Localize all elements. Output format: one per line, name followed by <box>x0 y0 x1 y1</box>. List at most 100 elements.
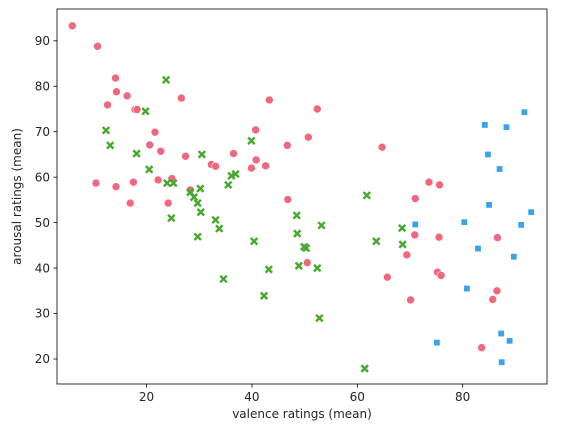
y-tick-label: 70 <box>35 125 50 139</box>
data-point-square <box>481 121 489 129</box>
data-point-square <box>496 165 504 173</box>
data-point-circle <box>436 271 446 280</box>
data-point-square <box>463 285 471 293</box>
data-point-x <box>197 150 207 159</box>
data-point-square <box>433 339 441 347</box>
data-point-square <box>497 330 505 338</box>
data-point-x <box>193 232 202 241</box>
data-point-circle <box>129 177 138 187</box>
data-point-x <box>259 291 269 300</box>
plot-frame <box>56 8 548 385</box>
data-point-x <box>141 107 150 116</box>
x-tick-label: 60 <box>350 390 365 404</box>
data-point-x <box>231 169 240 179</box>
data-point-circle <box>402 250 412 260</box>
data-points <box>67 21 535 373</box>
data-point-x <box>362 191 371 200</box>
data-point-circle <box>153 175 163 185</box>
data-point-circle <box>410 230 420 240</box>
data-point-circle <box>265 95 274 105</box>
data-point-square <box>474 245 482 253</box>
data-point-x <box>292 211 301 220</box>
data-point-x <box>294 261 303 270</box>
data-point-circle <box>488 295 498 304</box>
data-point-square <box>485 201 493 209</box>
data-point-square <box>502 123 510 131</box>
data-point-circle <box>145 140 155 150</box>
data-point-x <box>219 274 228 284</box>
data-point-circle <box>122 91 132 101</box>
data-point-circle <box>177 93 186 103</box>
data-point-square <box>460 218 468 226</box>
y-tick-label: 40 <box>35 261 50 275</box>
data-point-circle <box>111 73 120 83</box>
y-tick-label: 80 <box>35 79 50 93</box>
data-point-circle <box>406 295 415 305</box>
data-point-x <box>211 215 220 225</box>
data-point-x <box>196 184 205 193</box>
data-point-x <box>302 243 311 253</box>
data-point-x <box>398 240 407 249</box>
data-point-square <box>527 208 535 216</box>
data-point-square <box>484 150 492 158</box>
data-point-x <box>317 221 326 230</box>
data-point-x <box>397 223 407 233</box>
data-point-circle <box>181 151 190 161</box>
data-point-square <box>506 337 514 345</box>
data-point-circle <box>186 185 195 195</box>
data-point-circle <box>302 258 312 267</box>
data-point-x <box>189 193 199 202</box>
data-point-circle <box>377 142 387 152</box>
data-point-x <box>264 265 273 274</box>
data-point-circle <box>477 343 486 352</box>
y-tick-label: 20 <box>35 352 50 366</box>
data-point-circle <box>156 146 166 156</box>
data-point-x <box>360 364 369 373</box>
data-point-circle <box>67 21 77 31</box>
data-point-circle <box>251 125 260 135</box>
data-point-x <box>249 237 259 246</box>
y-tick-label: 60 <box>35 170 50 184</box>
data-point-circle <box>493 233 502 242</box>
data-point-square <box>517 221 525 229</box>
data-point-circle <box>282 141 292 150</box>
data-point-circle <box>435 180 444 190</box>
data-point-square <box>411 220 419 228</box>
data-point-x <box>162 178 172 188</box>
data-point-x <box>293 229 302 238</box>
data-point-circle <box>434 232 444 242</box>
data-point-circle <box>261 161 270 171</box>
data-point-x <box>101 126 111 135</box>
data-point-circle <box>492 286 502 296</box>
data-point-x <box>106 141 115 150</box>
data-point-circle <box>163 198 173 208</box>
y-axis-ticks: 20 30 40 50 60 70 80 90 <box>35 34 57 366</box>
data-point-x <box>247 136 256 145</box>
x-axis-ticks: 20 40 60 80 <box>139 384 470 404</box>
data-point-circle <box>103 100 112 110</box>
data-point-x <box>313 263 322 273</box>
data-point-circle <box>111 182 121 192</box>
data-point-x <box>167 213 176 223</box>
y-tick-label: 50 <box>35 216 50 230</box>
data-point-circle <box>112 87 121 97</box>
data-point-square <box>520 108 528 116</box>
data-point-x <box>215 224 224 233</box>
data-point-circle <box>424 177 434 187</box>
y-axis-label: arousal ratings (mean) <box>10 128 24 265</box>
data-point-circle <box>211 161 220 171</box>
data-point-x <box>161 75 171 85</box>
x-axis-label: valence ratings (mean) <box>232 407 372 421</box>
data-point-x <box>372 237 381 246</box>
x-tick-label: 80 <box>455 390 470 404</box>
data-point-x <box>169 178 178 188</box>
data-point-circle <box>312 104 322 114</box>
data-point-square <box>498 358 506 366</box>
x-tick-label: 40 <box>244 390 259 404</box>
data-point-circle <box>383 272 392 282</box>
data-point-circle <box>93 41 102 51</box>
data-point-circle <box>91 178 101 188</box>
data-point-x <box>145 165 154 174</box>
